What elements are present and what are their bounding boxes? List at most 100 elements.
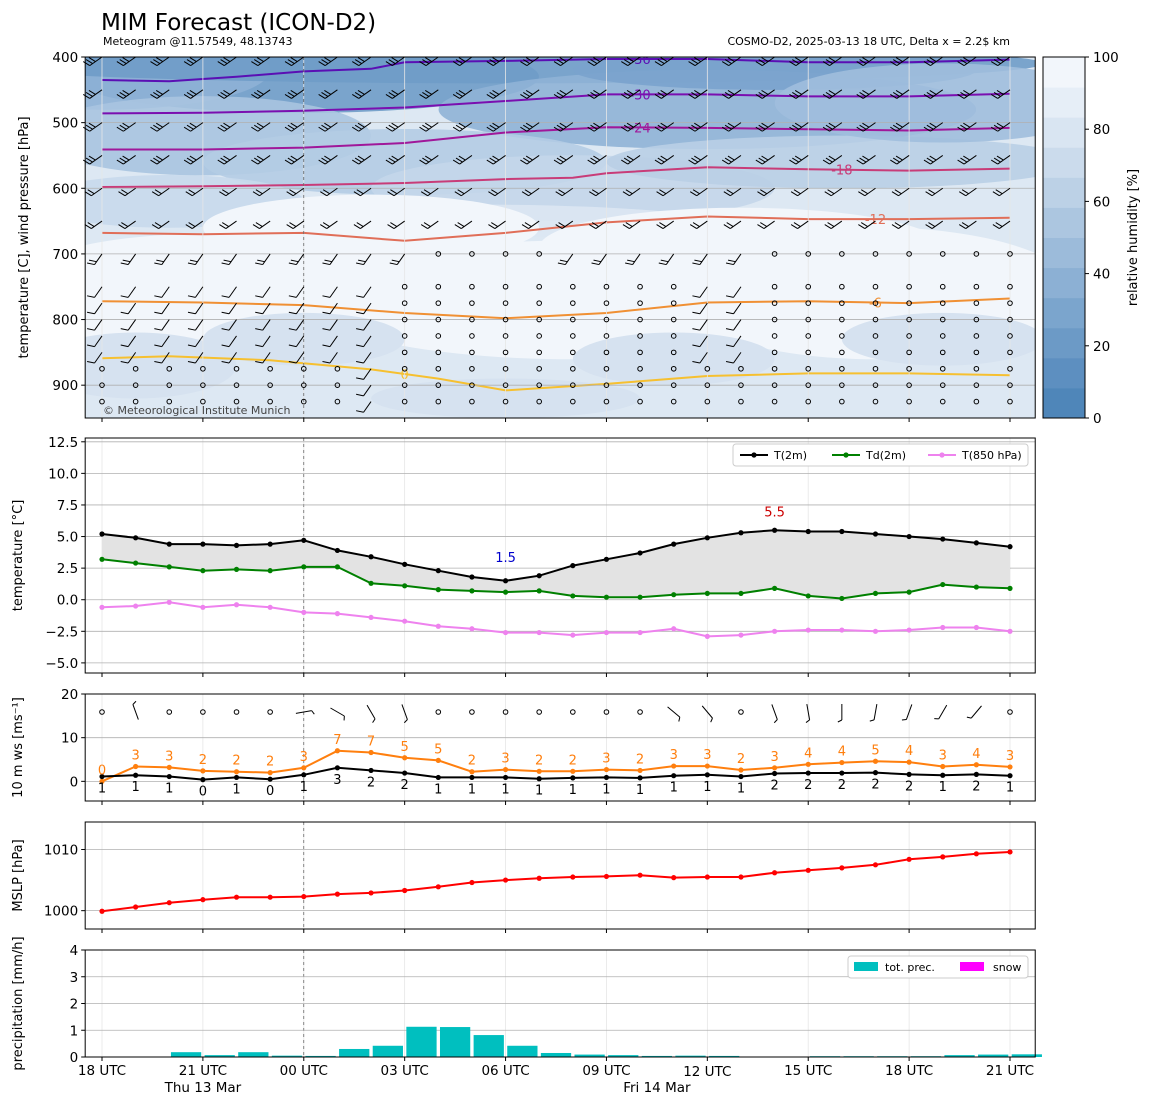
mean-wind-value-label: 1 xyxy=(602,782,610,797)
y-tick-label: 20 xyxy=(61,687,78,703)
wind-barb-flag xyxy=(220,157,228,163)
calm-marker xyxy=(973,300,980,306)
series-point xyxy=(704,874,710,880)
wind-barb-flag xyxy=(257,259,265,263)
wind-barb-flag xyxy=(88,259,97,263)
series-point xyxy=(973,624,979,631)
wind-barb xyxy=(890,122,910,132)
wind-barb-flag xyxy=(691,91,699,97)
wind-barb-flag xyxy=(859,91,867,97)
wind-barb-flag xyxy=(390,222,398,227)
calm-marker xyxy=(805,251,812,257)
wind-barb xyxy=(120,302,137,315)
series-point xyxy=(805,528,811,535)
wind-barb-flag xyxy=(710,717,713,723)
wind-barb-staff xyxy=(363,319,372,331)
wind-barb-flag xyxy=(222,222,230,227)
series-point xyxy=(99,778,105,784)
x-tick-label: 06 UTC xyxy=(481,1063,529,1079)
wind-barb xyxy=(322,286,338,298)
series-point xyxy=(906,589,912,595)
wind-barb-flag xyxy=(452,159,460,165)
wind-barb-flag xyxy=(929,155,937,161)
series-point xyxy=(536,875,542,881)
y-tick-label: 10.0 xyxy=(48,466,78,482)
mean-wind-value-label: 1 xyxy=(98,782,106,797)
wind-barb-flag xyxy=(555,191,563,197)
wind-barb-flag xyxy=(792,59,800,65)
wind-barb-flag xyxy=(625,189,633,195)
wind-barb-staff xyxy=(459,56,473,67)
wind-barb-flag xyxy=(87,189,95,195)
wind-barb xyxy=(86,253,103,266)
wind-barb-flag xyxy=(929,89,937,95)
calm-marker xyxy=(132,398,139,405)
series-line-mean-wind xyxy=(101,766,1011,781)
wind-barb-staff xyxy=(965,187,977,197)
calm-marker xyxy=(1007,349,1013,356)
wind-barb-staff xyxy=(158,187,170,197)
wind-barb xyxy=(120,319,137,331)
wind-barb xyxy=(789,56,809,67)
wind-barb-flag xyxy=(760,222,768,227)
series-point xyxy=(301,765,307,771)
pressure-frame xyxy=(84,821,1036,930)
wind-barb-flag xyxy=(187,311,196,315)
wind-barb-flag xyxy=(858,224,866,229)
wind-barb-flag xyxy=(356,393,364,397)
wind-barb-staff xyxy=(366,704,376,720)
calm-marker xyxy=(469,709,475,715)
series-point xyxy=(906,856,912,862)
wind-barb xyxy=(154,335,170,348)
wind-barb xyxy=(352,122,372,132)
humidity-patch-moist xyxy=(85,332,237,399)
wind-barb-flag xyxy=(288,295,297,298)
wind-barb xyxy=(688,56,708,67)
wind-barb xyxy=(187,253,204,266)
wind-barb-flag xyxy=(122,259,131,263)
wind-barb-staff xyxy=(132,704,139,720)
wind-barb-staff xyxy=(161,286,170,298)
wind-barb-staff xyxy=(195,352,204,364)
wind-barb xyxy=(419,89,439,99)
wind-barb xyxy=(154,253,170,266)
wind-barb-staff xyxy=(158,220,170,229)
series-point xyxy=(906,627,912,633)
wind-barb-flag xyxy=(311,710,315,715)
wind-barb-flag xyxy=(422,157,430,163)
mean-wind-value-label: 0 xyxy=(266,784,274,799)
wind-barb-staff xyxy=(363,253,372,265)
calm-marker xyxy=(536,398,542,405)
calm-marker xyxy=(670,349,677,356)
legend-marker xyxy=(751,452,757,458)
wind-barb-flag xyxy=(587,61,595,67)
extreme-annotation: 1.5 xyxy=(495,551,516,566)
wind-barb-staff xyxy=(830,187,843,197)
series-point xyxy=(536,573,542,579)
wind-barb-flag xyxy=(356,295,364,298)
wind-barb-staff xyxy=(259,220,271,229)
wind-barb-flag xyxy=(520,93,528,99)
wind-barb-flag xyxy=(223,122,231,128)
wind-barb xyxy=(689,220,708,229)
wind-barb-staff xyxy=(295,710,312,714)
wind-barb-flag xyxy=(219,191,227,197)
wind-barb xyxy=(454,220,473,229)
wind-barb-flag xyxy=(724,91,732,97)
wind-barb xyxy=(486,122,506,132)
series-point xyxy=(570,768,576,774)
wind-barb-flag xyxy=(455,124,463,130)
wind-barb-flag xyxy=(757,191,765,197)
wind-barb-staff xyxy=(560,122,574,132)
wind-barb xyxy=(856,122,876,132)
wind-barb-flag xyxy=(825,59,833,65)
wind-barb-flag xyxy=(654,159,662,165)
wind-barb xyxy=(869,704,878,722)
wind-barb xyxy=(990,89,1011,99)
wind-barb-flag xyxy=(119,157,127,163)
y-tick-label: 700 xyxy=(52,247,78,263)
gust-value-label: 2 xyxy=(199,753,207,768)
wind-barb-flag xyxy=(890,126,898,132)
wind-barb xyxy=(255,352,271,364)
series-point xyxy=(233,566,240,572)
